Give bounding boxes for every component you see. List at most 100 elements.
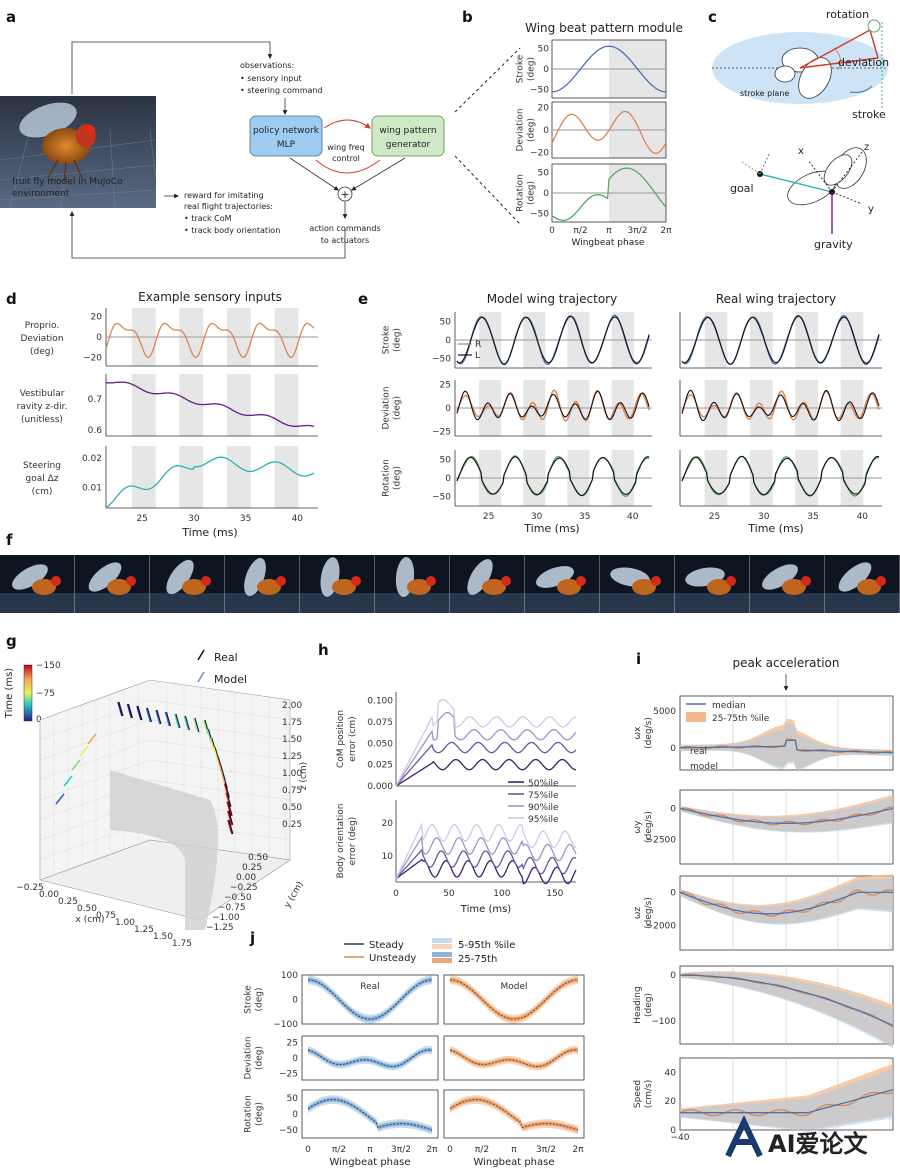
g-xtick-2: 0.25: [58, 897, 78, 907]
panel-label-i: i: [636, 650, 641, 668]
g-ytick-5: −0.75: [218, 903, 246, 913]
b-ytick-1-1: 0: [543, 126, 549, 136]
g-real-vec-14: [185, 715, 190, 731]
goal-stroke-arrow: [759, 151, 771, 175]
f-body-6: [482, 579, 506, 595]
g-left-vec-4: [87, 733, 97, 745]
b-curve-0: [551, 45, 667, 93]
i-ylabel-3-0: Heading: [633, 986, 643, 1023]
e-xtick-1-1: 30: [758, 512, 770, 522]
i-median-real-4: [680, 1089, 894, 1114]
j-ytick-1-0: 25: [287, 1038, 298, 1048]
i-ylabel-4-1: (cm/s): [644, 1080, 654, 1108]
f-body-0: [32, 579, 56, 595]
d-ytick-0-0: 20: [91, 312, 103, 322]
f-head-7: [576, 576, 586, 586]
generator-line1: wing pattern: [379, 126, 436, 136]
g-model-vec-18: [203, 719, 209, 735]
panel-label-j: j: [249, 929, 255, 947]
watermark-text: AI爱论文: [768, 1130, 869, 1158]
fly-wing-sketch: [774, 47, 832, 99]
g-ytick-7: −1.25: [206, 923, 234, 933]
panel-f: f t=0 ms 0.4 0.8 1.2 1.6 2.0 2.4 2.8 3.2 3.6 4.0 4.…: [0, 531, 900, 613]
panel-label-a: a: [6, 8, 16, 26]
f-floor-2: [150, 593, 225, 613]
j-ytick-0-1: 0: [292, 996, 298, 1006]
g-left-vec-2: [71, 759, 81, 771]
f-label-3: 1.2: [282, 602, 296, 612]
g-ylabel: y (cm): [283, 880, 306, 910]
panel-e-title-right: Real wing trajectory: [716, 292, 836, 306]
j-ytick-0-2: −100: [273, 1020, 298, 1030]
j-band-1-1-1: [450, 1048, 578, 1069]
f-wing-6: [467, 559, 493, 595]
i-band-real-4: [680, 1068, 893, 1132]
d-ylabel-0-1: Deviation: [20, 334, 63, 344]
j-line-1-1: [449, 1049, 579, 1068]
wing-freq-return: [315, 159, 381, 174]
d-shade-2-2: [226, 446, 251, 508]
g-xtick-8: 1.75: [172, 939, 192, 949]
g-ztick-1: 1.75: [282, 718, 302, 728]
i-median-model-2: [679, 889, 894, 917]
colorbar-title: Time (ms): [4, 668, 15, 720]
f-body-10: [782, 579, 806, 595]
j-xtick-1-4: 2π: [572, 1145, 584, 1155]
panel-a: a fruit fly model in MuJoCo environment …: [0, 8, 445, 259]
e-ytick-1-2: −25: [432, 427, 451, 437]
b-ylabel-0-1: (deg): [527, 57, 537, 81]
h-bot-ytick-1: 10: [382, 852, 394, 862]
i-ylabel-1-0: ωy: [633, 820, 643, 834]
legend-real: Real: [214, 651, 238, 664]
b-ylabel-2-0: Rotation: [516, 174, 526, 212]
d-ylabel-1-0: Vestibular: [20, 389, 65, 399]
h-top-ytick-4: 0.000: [367, 782, 393, 792]
peak-acceleration-label: peak acceleration: [732, 656, 839, 670]
g-zlabel: z (cm): [299, 762, 309, 790]
i-ytick-0-1: 0: [670, 744, 676, 754]
panel-e-xlabel-right: Time (ms): [747, 522, 803, 535]
panel-label-e: e: [358, 290, 368, 308]
panel-label-d: d: [6, 290, 17, 308]
f-body-7: [557, 579, 581, 595]
f-floor-8: [600, 593, 675, 613]
i-ytick-0-0: 5000: [653, 707, 676, 717]
f-floor-5: [375, 593, 450, 613]
f-label-4: 1.6: [357, 602, 372, 612]
f-wing-0: [12, 564, 48, 590]
d-shade-1-0: [131, 374, 156, 436]
g-ztick-7: 0.25: [282, 820, 302, 830]
model-caption-2: environment: [12, 189, 70, 199]
f-label-11: 4.4: [882, 602, 897, 612]
axis-z-label: z: [864, 142, 869, 153]
feedback-arrow: [69, 211, 346, 259]
b-ytick-0-2: −50: [530, 86, 549, 96]
i-ytick-2-1: −2000: [646, 921, 677, 931]
f-label-6: 2.4: [507, 602, 522, 612]
j-axes-0-2: [301, 1089, 439, 1139]
g-real-vec-6: [147, 707, 152, 723]
f-body-4: [332, 579, 356, 595]
i-axes-2: [679, 875, 894, 951]
i-median-real-2: [679, 891, 893, 915]
axis-y: [831, 191, 863, 205]
e-xtick-0-2: 35: [579, 512, 590, 522]
f-body-3: [257, 579, 281, 595]
f-floor-4: [300, 593, 375, 613]
i-band-real-1: [680, 797, 893, 833]
d-ytick-0-1: 0: [96, 333, 102, 343]
panel-label-c: c: [708, 8, 717, 26]
g-ytick-4: −0.50: [224, 893, 252, 903]
i-ytick-1-0: 0: [670, 805, 676, 815]
g-xtick-3: 0.50: [77, 904, 97, 914]
f-floor-0: [0, 593, 75, 613]
j-line-0-0: [307, 979, 433, 1020]
policy-to-sum: [289, 157, 339, 191]
f-floor-1: [75, 593, 150, 613]
f-floor-9: [675, 593, 750, 613]
stroke-arc: [849, 85, 873, 93]
e-xtick-1-3: 40: [857, 512, 869, 522]
reward-line2: real flight trajectories:: [184, 202, 273, 211]
e-ytick-1-0: 25: [440, 381, 451, 391]
